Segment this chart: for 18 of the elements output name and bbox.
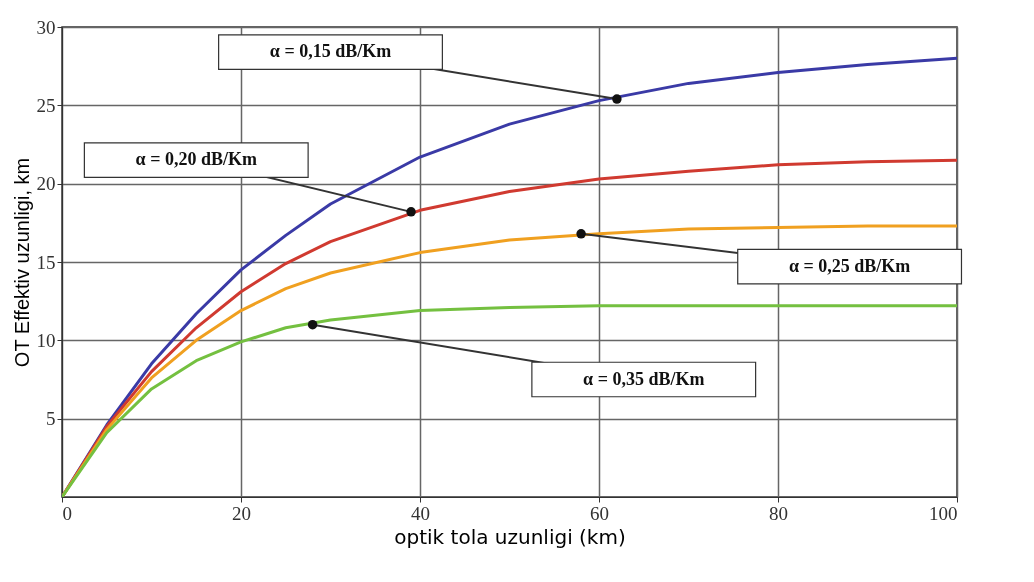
- x-tick-label: 100: [929, 502, 958, 524]
- annotation: α = 0,25 dB/Km: [788, 255, 911, 276]
- annotation: α = 0,20 dB/Km: [135, 149, 257, 170]
- x-tick-label: 40: [411, 502, 430, 524]
- y-tick-label: 10: [36, 329, 56, 351]
- y-tick-label: 20: [36, 173, 56, 195]
- x-tick-label: 0: [62, 502, 72, 524]
- y-tick-label: 5: [46, 408, 56, 430]
- annotation: α = 0,35 dB/Km: [583, 368, 705, 389]
- x-tick-label: 20: [232, 502, 251, 524]
- annotation: α = 0,15 dB/Km: [269, 41, 392, 62]
- x-axis-title: optik tola uzunligi (km): [394, 524, 626, 549]
- y-tick-label: 30: [36, 16, 56, 38]
- x-tick-label: 80: [769, 502, 788, 524]
- y-tick-label: 25: [36, 94, 56, 116]
- x-tick-label: 60: [590, 502, 609, 524]
- y-axis-title: OT Effektiv uzunligi, km: [10, 157, 33, 368]
- y-tick-label: 15: [36, 251, 56, 273]
